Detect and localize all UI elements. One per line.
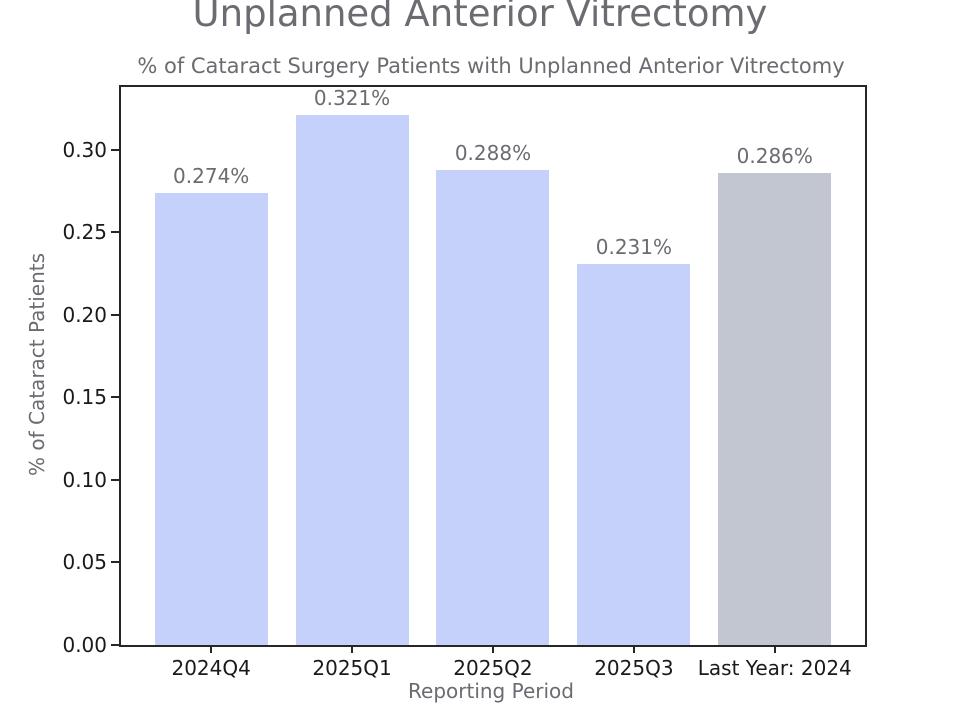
bar bbox=[577, 263, 691, 645]
x-tick-label: 2024Q4 bbox=[171, 656, 251, 680]
y-tick-label: 0.20 bbox=[62, 302, 107, 327]
chart-subtitle: % of Cataract Surgery Patients with Unpl… bbox=[137, 54, 845, 78]
y-tick-mark bbox=[111, 231, 119, 234]
x-tick-label: 2025Q3 bbox=[594, 656, 674, 680]
x-tick-mark bbox=[491, 645, 494, 653]
y-tick-label: 0.25 bbox=[62, 220, 107, 245]
y-tick-label: 0.05 bbox=[62, 550, 107, 575]
x-tick-mark bbox=[773, 645, 776, 653]
plot-area: 0.00 0.05 0.10 0.15 0.20 0.25 0.30 0.274% 2024Q4… bbox=[62, 85, 867, 680]
x-tick-mark bbox=[632, 645, 635, 653]
x-tick-label: 2025Q2 bbox=[453, 656, 533, 680]
x-tick-mark bbox=[351, 645, 354, 653]
y-tick-label: 0.30 bbox=[62, 137, 107, 162]
bar bbox=[295, 115, 409, 645]
y-tick-label: 0.10 bbox=[62, 467, 107, 492]
x-tick-label: 2025Q1 bbox=[312, 656, 392, 680]
bar bbox=[436, 169, 550, 645]
chart-title: Unplanned Anterior Vitrectomy bbox=[192, 0, 768, 35]
bar-value-label: 0.231% bbox=[595, 234, 673, 259]
bar bbox=[718, 172, 832, 645]
bar-value-label: 0.321% bbox=[313, 86, 391, 111]
y-tick-mark bbox=[111, 148, 119, 151]
y-tick-mark bbox=[111, 478, 119, 481]
y-axis-label: % of Cataract Patients bbox=[25, 252, 49, 476]
y-tick-mark bbox=[111, 644, 119, 646]
y-tick-mark bbox=[111, 313, 119, 316]
bar-value-label: 0.288% bbox=[454, 140, 532, 165]
y-tick-label: 0.00 bbox=[62, 633, 107, 657]
bar-value-label: 0.286% bbox=[736, 143, 813, 168]
x-tick-mark bbox=[210, 645, 213, 653]
x-axis-label: Reporting Period bbox=[408, 679, 574, 703]
y-tick-mark bbox=[111, 396, 119, 399]
bar-value-label: 0.274% bbox=[173, 163, 250, 188]
bar bbox=[154, 192, 268, 645]
x-tick-label: Last Year: 2024 bbox=[697, 656, 852, 680]
y-tick-mark bbox=[111, 561, 119, 564]
y-tick-label: 0.15 bbox=[62, 385, 107, 410]
